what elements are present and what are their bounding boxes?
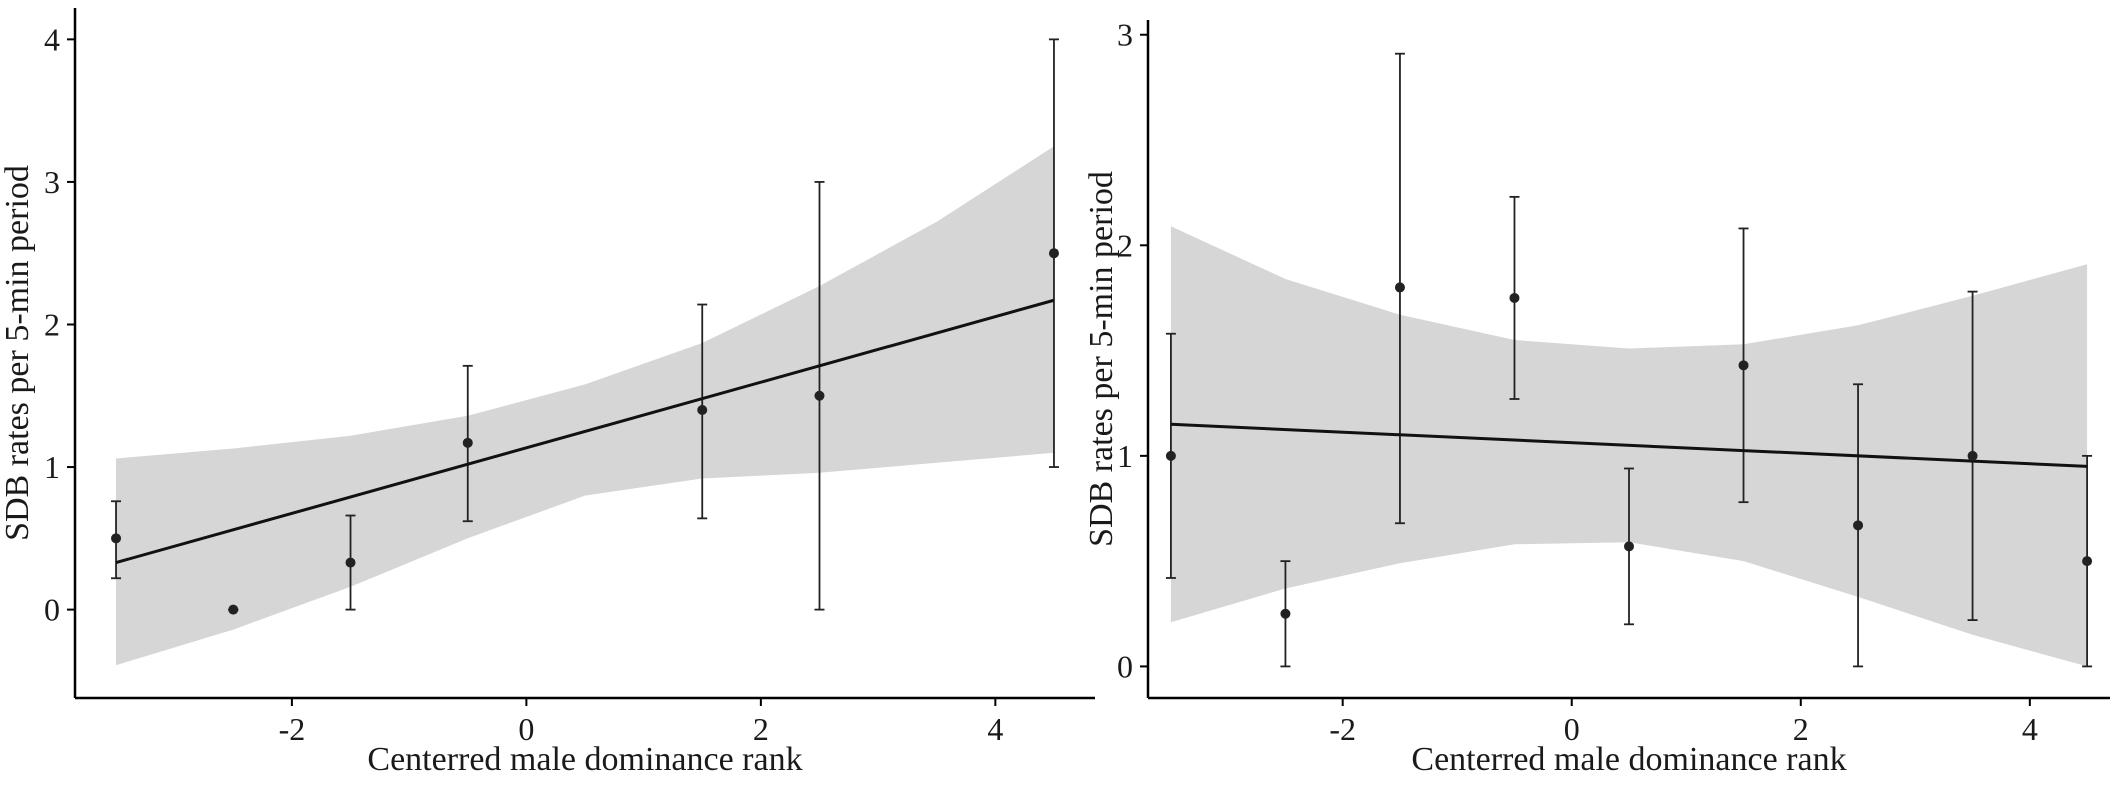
y-axis-title: SDB rates per 5-min period bbox=[1083, 171, 1120, 547]
data-point bbox=[1624, 541, 1634, 552]
y-tick-label: 3 bbox=[1117, 17, 1133, 53]
x-tick-label: -2 bbox=[279, 711, 306, 747]
chart-panel-1: 0 1 2 3 4 -2 0 2 4 Centerred male dominance rank S… bbox=[0, 8, 1095, 778]
data-point bbox=[1967, 450, 1978, 461]
y-tick-label: 4 bbox=[44, 21, 60, 57]
x-tick-label: 4 bbox=[2022, 711, 2038, 747]
data-point bbox=[1394, 282, 1405, 293]
data-point bbox=[1048, 248, 1059, 259]
data-point bbox=[814, 390, 825, 401]
x-axis-title: Centerred male dominance rank bbox=[367, 741, 802, 778]
y-tick-label: 0 bbox=[1117, 648, 1133, 684]
x-tick-label: 0 bbox=[518, 711, 534, 747]
fit-line bbox=[115, 298, 1055, 565]
y-tick-label: 2 bbox=[1117, 227, 1133, 263]
data-point bbox=[1738, 360, 1749, 371]
data-point bbox=[1165, 450, 1176, 461]
data-point bbox=[228, 604, 239, 615]
data-point bbox=[697, 405, 708, 416]
y-tick-label: 0 bbox=[44, 592, 60, 628]
y-tick-label: 1 bbox=[1117, 438, 1133, 474]
data-point bbox=[1280, 608, 1291, 619]
x-tick-label: 4 bbox=[987, 711, 1003, 747]
chart-panel-2: 0 1 2 3 -2 0 2 4 Centerred male dominance rank SD… bbox=[1083, 17, 2110, 778]
y-axis-title: SDB rates per 5-min period bbox=[0, 165, 36, 541]
y-tick-label: 2 bbox=[44, 306, 60, 342]
x-tick-label: 2 bbox=[753, 711, 769, 747]
y-tick-label: 1 bbox=[44, 449, 60, 485]
data-point bbox=[1853, 520, 1864, 531]
x-tick-label: 2 bbox=[1793, 711, 1809, 747]
fit-line bbox=[1170, 422, 2088, 468]
y-tick-label: 3 bbox=[44, 164, 60, 200]
x-axis-title: Centerred male dominance rank bbox=[1411, 741, 1846, 778]
data-point bbox=[111, 533, 122, 544]
data-point bbox=[345, 557, 356, 568]
confidence-band bbox=[116, 146, 1054, 666]
data-point bbox=[2082, 556, 2093, 567]
data-point bbox=[1509, 292, 1520, 303]
data-point bbox=[462, 437, 473, 448]
x-tick-label: 0 bbox=[1564, 711, 1580, 747]
x-tick-label: -2 bbox=[1329, 711, 1356, 747]
